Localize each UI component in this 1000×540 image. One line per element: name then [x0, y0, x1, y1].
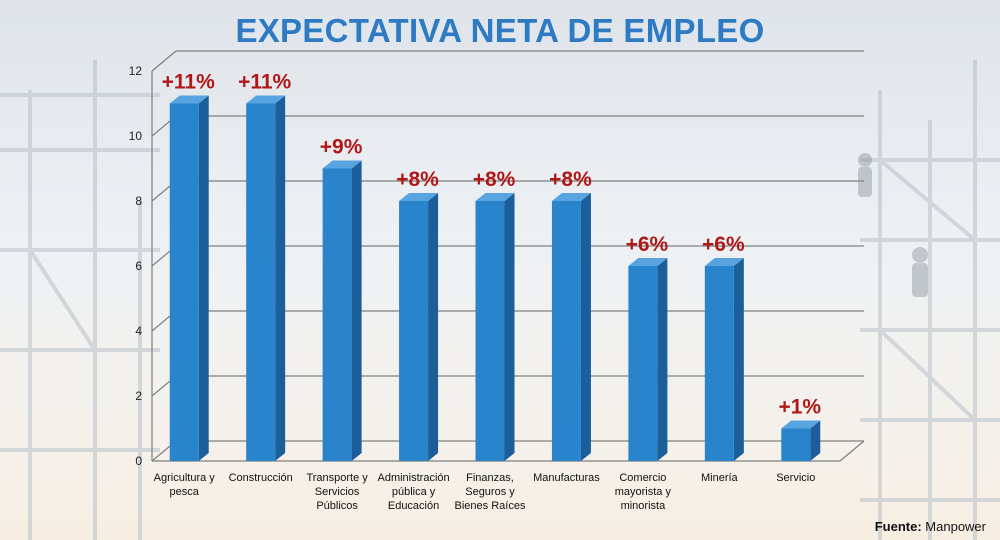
- y-tick-label: 2: [135, 389, 142, 403]
- bar-side: [810, 420, 821, 461]
- x-tick-label: Manufacturas: [533, 472, 600, 484]
- y-tick-label: 12: [129, 64, 143, 78]
- bar-front: [322, 168, 352, 461]
- source-value: Manpower: [925, 519, 986, 534]
- bar-front: [551, 201, 581, 461]
- data-label: +8%: [396, 168, 439, 191]
- x-axis-depth-line: [839, 440, 865, 462]
- bar-side: [275, 95, 286, 461]
- bar-2: [322, 160, 362, 461]
- chart-title: EXPECTATIVA NETA DE EMPLEO: [235, 12, 765, 49]
- bar-front: [704, 266, 734, 461]
- bar-front: [169, 103, 199, 461]
- x-tick-label: Administración pública y Educación: [377, 472, 449, 512]
- bar-5: [551, 193, 591, 461]
- bar-front: [628, 266, 658, 461]
- data-label: +11%: [162, 71, 215, 94]
- data-label: +8%: [473, 168, 516, 191]
- bar-top: [169, 95, 209, 104]
- x-tick-label: Comercio mayorista y minorista: [615, 472, 672, 512]
- bar-side: [733, 258, 744, 461]
- x-tick-label: Minería: [701, 472, 739, 484]
- source-label: Fuente:: [874, 519, 922, 534]
- bar-side: [428, 193, 439, 461]
- bar-6: [628, 258, 668, 461]
- bar-side: [657, 258, 668, 461]
- bar-4: [475, 193, 515, 461]
- x-tick-label: Finanzas, Seguros y Bienes Raíces: [455, 472, 526, 512]
- data-labels: +11% +11% +9% +8% +8% +8% +6% +6% +1%: [162, 71, 822, 419]
- data-label: +9%: [320, 136, 363, 159]
- y-tick-label: 8: [135, 194, 142, 208]
- bar-front: [781, 428, 811, 461]
- y-axis-ticks: 0 2 4 6 8 10 12: [129, 64, 143, 468]
- bar-front: [246, 103, 276, 461]
- bar-front: [475, 201, 505, 461]
- bar-3: [399, 193, 439, 461]
- bar-side: [351, 160, 362, 461]
- y-tick-label: 4: [135, 324, 142, 338]
- x-axis-labels: Agricultura y pesca Construcción Transporte…: [154, 472, 816, 512]
- data-label: +8%: [549, 168, 592, 191]
- gridlines: [151, 50, 864, 462]
- y-tick-label: 0: [135, 454, 142, 468]
- bar-top: [551, 193, 591, 201]
- bar-top: [475, 193, 515, 201]
- data-label: +6%: [702, 233, 745, 256]
- bar-top: [628, 258, 668, 266]
- bar-top: [246, 95, 286, 104]
- data-label: +1%: [778, 396, 821, 419]
- gridline-side-12: [151, 50, 177, 72]
- x-tick-label: Construcción: [229, 472, 293, 484]
- bar-8: [781, 420, 821, 461]
- bar-top: [399, 193, 439, 201]
- bar-top: [704, 258, 744, 266]
- bar-1: [246, 95, 286, 461]
- x-tick-label: Agricultura y pesca: [154, 472, 216, 498]
- x-tick-label: Transporte y Servicios Públicos: [306, 472, 368, 512]
- bar-side: [504, 193, 515, 461]
- bar-0: [169, 95, 209, 461]
- source-note: Fuente: Manpower: [875, 519, 986, 534]
- data-label: +11%: [238, 71, 291, 94]
- y-tick-label: 6: [135, 259, 142, 273]
- y-tick-label: 10: [129, 129, 143, 143]
- bar-7: [704, 258, 744, 461]
- bar-front: [399, 201, 429, 461]
- data-label: +6%: [626, 233, 669, 256]
- bar-top: [322, 160, 362, 169]
- x-tick-label: Servicio: [776, 472, 815, 484]
- bar-top: [781, 420, 821, 429]
- bar-side: [198, 95, 209, 461]
- bars: [169, 95, 821, 461]
- bar-side: [580, 193, 591, 461]
